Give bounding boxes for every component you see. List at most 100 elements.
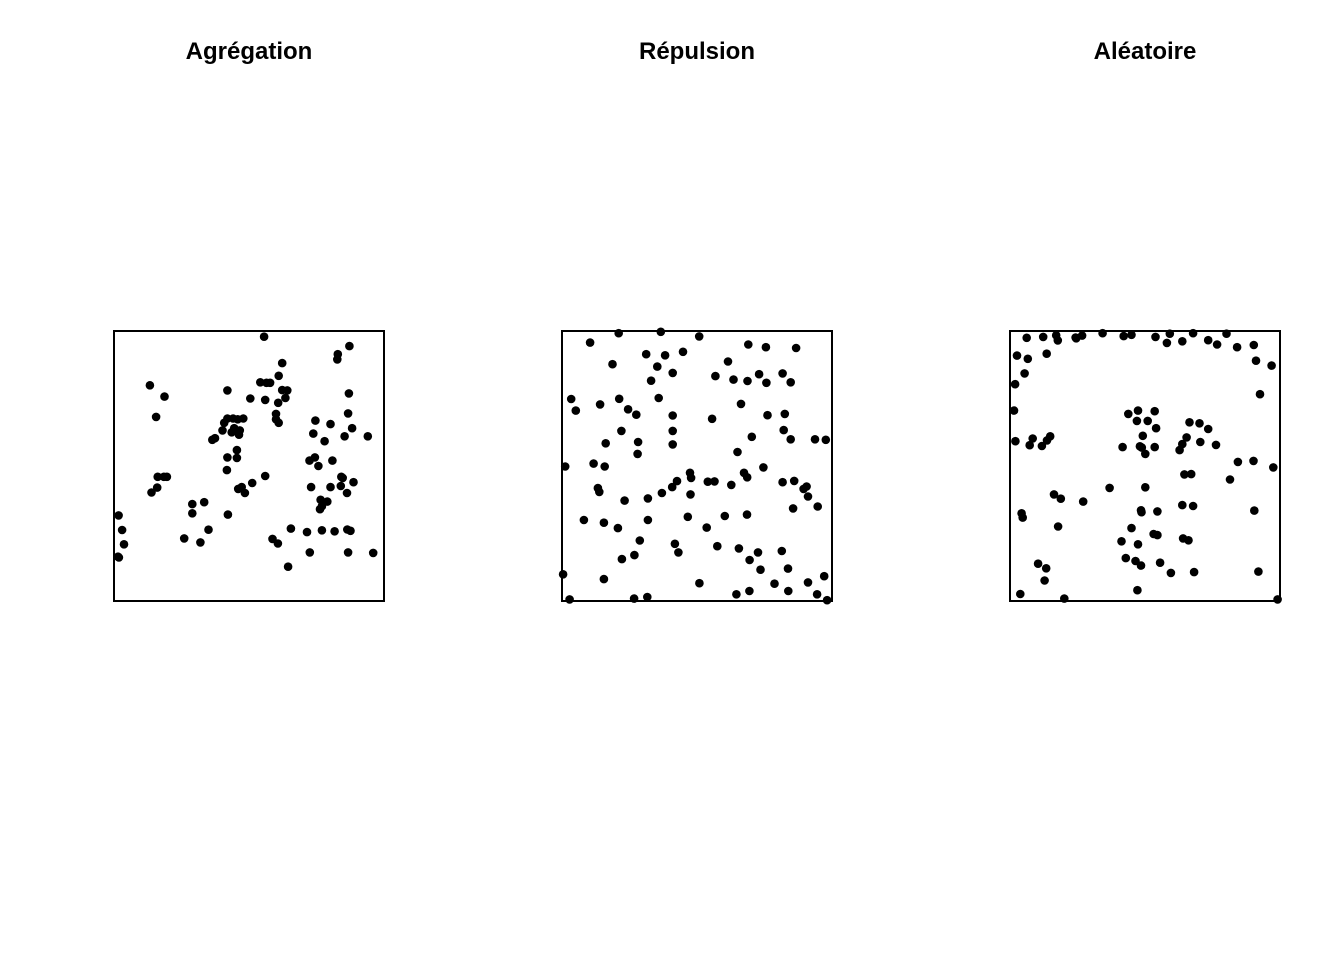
data-point [1010,379,1020,389]
data-point [363,432,373,441]
data-point [732,590,741,599]
data-point [723,357,733,366]
data-point [754,369,764,379]
data-point [232,453,242,463]
data-point [1153,507,1162,516]
data-point [274,371,284,381]
panel-agregation [113,330,385,602]
data-point [779,425,788,435]
data-point [343,548,353,557]
data-point [763,410,772,420]
data-point [643,494,653,503]
data-point [1165,329,1175,339]
data-point [218,426,227,435]
data-point [333,355,342,364]
data-point [745,586,754,596]
data-point [667,482,677,492]
data-point [1060,594,1069,603]
data-point [1133,585,1142,595]
data-point [1188,501,1198,511]
data-point [1012,351,1022,360]
data-point [239,414,248,423]
data-point [344,389,354,398]
data-point [560,462,570,471]
data-point [340,432,349,441]
data-point [145,381,155,390]
data-point [1078,497,1088,506]
data-point [1119,331,1128,341]
plot-box-agregation [113,330,385,602]
data-point [703,477,713,487]
data-point [349,477,358,487]
data-point [1037,441,1047,451]
data-point [657,488,667,498]
data-point [819,571,829,581]
data-point [756,565,765,574]
data-point [223,453,232,462]
data-point [1023,354,1033,364]
data-point [114,511,123,520]
data-point [617,426,626,436]
data-point [778,477,787,487]
data-point [326,482,335,492]
data-point [1056,494,1066,504]
data-point [660,351,670,360]
data-point [1211,440,1221,450]
data-point [223,510,233,519]
data-point [770,579,779,588]
data-point [1189,567,1199,577]
data-point [305,548,315,557]
data-point [260,395,270,405]
data-point [812,590,822,599]
data-point [617,554,627,564]
data-point [656,327,666,337]
data-point [1182,433,1191,442]
data-point [1011,436,1020,446]
data-point [1025,440,1034,450]
data-point [227,428,236,437]
data-point [286,524,296,533]
data-point [160,392,169,401]
data-point [653,362,662,371]
data-point [668,411,677,420]
data-point [759,463,768,472]
data-point [259,332,269,342]
data-point [613,523,623,533]
data-point [283,562,293,571]
data-point [1225,475,1235,484]
data-point [262,378,271,388]
data-point [1196,437,1205,447]
data-point [1141,449,1150,459]
data-point [1267,361,1276,370]
panel-title-repulsion: Répulsion [638,38,756,65]
data-point [683,512,693,522]
data-point [635,536,645,545]
data-point [753,548,763,557]
data-point [1178,439,1187,449]
data-point [159,472,169,482]
data-point [600,462,609,471]
data-point [1009,406,1019,415]
data-point [219,418,229,428]
data-point [620,496,629,505]
data-point [1178,500,1187,510]
data-point [188,499,197,509]
data-point [1178,337,1187,346]
data-point [1028,434,1037,443]
data-point [629,594,639,603]
data-point [739,468,749,478]
data-point [204,525,213,534]
data-point [188,509,197,518]
data-point [1249,456,1258,466]
data-point [1150,442,1159,452]
data-point [614,328,623,338]
data-point [595,487,604,497]
data-point [114,553,124,562]
data-point [345,341,354,351]
data-point [314,461,323,471]
data-point [151,412,161,422]
data-point [208,435,217,445]
data-point [633,437,643,447]
data-point [368,548,378,558]
